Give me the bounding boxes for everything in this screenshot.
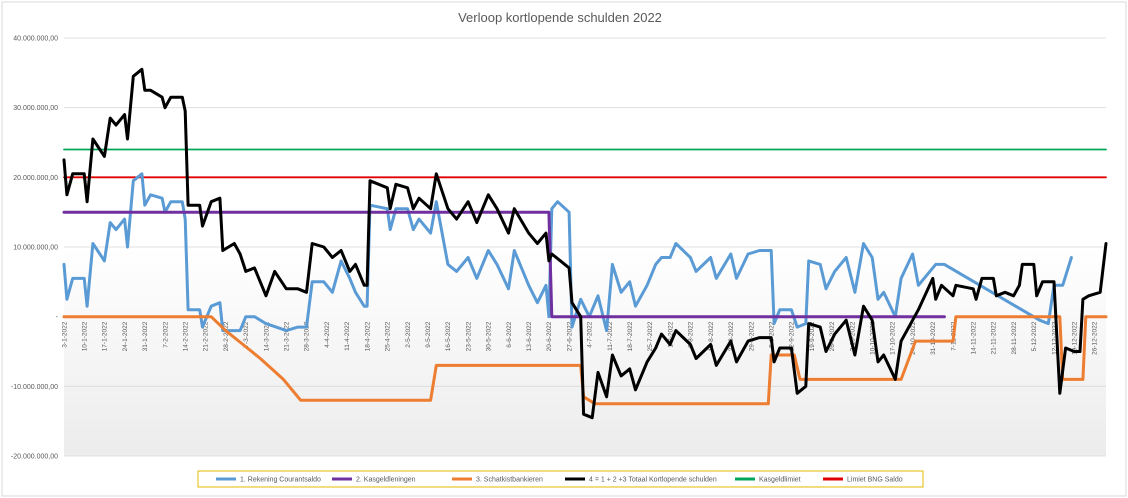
x-tick-label: 25-7-2022 [647, 321, 654, 351]
x-tick-label: 10-10-2022 [869, 321, 876, 355]
x-tick-label: 22-8-2022 [728, 321, 735, 351]
x-tick-label: 15-8-2022 [708, 321, 715, 351]
x-tick-label: 14-3-2022 [263, 321, 270, 351]
x-tick-label: 5-12-2022 [1031, 321, 1038, 351]
y-tick-label: 10.000.000,00 [13, 245, 58, 252]
x-tick-label: 1-8-2022 [667, 321, 674, 347]
x-tick-label: 7-3-2022 [243, 321, 250, 347]
x-tick-label: 21-2-2022 [203, 321, 210, 351]
y-axis-ticks: 40.000.000,00 30.000.000,00 20.000.000,00 1… [11, 36, 59, 461]
x-tick-label: 2-5-2022 [405, 321, 412, 347]
x-tick-label: 6-6-2022 [506, 321, 513, 347]
x-tick-label: 24-10-2022 [910, 321, 917, 355]
x-tick-label: 12-12-2022 [1051, 321, 1058, 355]
x-tick-label: 4-4-2022 [324, 321, 331, 347]
legend-label: 3. Schatkistbankieren [476, 477, 543, 484]
legend-label: 4 = 1 + 2 +3 Totaal Kortlopende schulden [589, 477, 717, 484]
x-tick-label: 12-9-2022 [789, 321, 796, 351]
y-tick-label: 40.000.000,00 [13, 36, 58, 43]
series-line-4 [62, 67, 1108, 420]
x-tick-label: 10-1-2022 [82, 321, 89, 351]
y-tick-label: -10.000.000,00 [11, 384, 58, 391]
x-tick-label: 7-2-2022 [162, 321, 169, 347]
x-tick-label: 25-4-2022 [385, 321, 392, 351]
y-tick-label: -20.000.000,00 [11, 454, 58, 461]
y-tick-label: 30.000.000,00 [13, 105, 58, 112]
x-tick-label: 21-3-2022 [284, 321, 291, 351]
x-tick-label: 5-9-2022 [768, 321, 775, 347]
legend-label: 1. Rekening Courantsaldo [240, 477, 321, 484]
x-tick-label: 24-1-2022 [122, 321, 129, 351]
x-tick-label: 19-12-2022 [1072, 321, 1079, 355]
x-tick-label: 18-7-2022 [627, 321, 634, 351]
x-tick-label: 20-6-2022 [546, 321, 553, 351]
series-line-1 [62, 172, 1073, 333]
y-tick-label: 20.000.000,00 [13, 175, 58, 182]
x-tick-label: 11-7-2022 [607, 321, 614, 351]
x-tick-label: 17-10-2022 [890, 321, 897, 355]
x-tick-label: 26-12-2022 [1092, 321, 1099, 355]
x-tick-label: 23-5-2022 [465, 321, 472, 351]
x-tick-label: 14-2-2022 [183, 321, 190, 351]
x-tick-label: 30-5-2022 [486, 321, 493, 351]
x-tick-label: 3-1-2022 [61, 321, 68, 347]
legend: 1. Rekening Courantsaldo 2. Kasgeldlening… [197, 470, 924, 488]
chart-title: Verloop kortlopende schulden 2022 [458, 10, 662, 25]
x-tick-label: 19-9-2022 [809, 321, 816, 351]
x-tick-label: 3-10-2022 [849, 321, 856, 351]
x-tick-label: 13-6-2022 [526, 321, 533, 351]
x-tick-label: 11-4-2022 [344, 321, 351, 351]
x-tick-label: 28-3-2022 [304, 321, 311, 351]
x-tick-label: 28-2-2022 [223, 321, 230, 351]
x-tick-label: 9-5-2022 [425, 321, 432, 347]
x-tick-label: 21-11-2022 [991, 321, 998, 354]
x-tick-label: 31-1-2022 [142, 321, 149, 351]
legend-label: Limiet BNG Saldo [847, 477, 903, 484]
x-tick-label: 14-11-2022 [971, 321, 978, 354]
x-tick-label: 27-6-2022 [566, 321, 573, 351]
series-lines [62, 67, 1108, 420]
y-tick-label: - [56, 314, 59, 321]
x-tick-label: 16-5-2022 [445, 321, 452, 351]
series-line-2 [62, 210, 946, 319]
legend-label: 2. Kasgeldleningen [356, 477, 416, 484]
x-tick-label: 18-4-2022 [364, 321, 371, 351]
x-tick-label: 31-10-2022 [930, 321, 937, 355]
x-tick-label: 28-11-2022 [1011, 321, 1018, 354]
x-tick-label: 17-1-2022 [102, 321, 109, 351]
x-tick-label: 8-8-2022 [688, 321, 695, 347]
x-tick-label: 4-7-2022 [587, 321, 594, 347]
legend-label: Kasgeldlimiet [759, 477, 801, 484]
legend-box [197, 470, 924, 488]
x-tick-label: 29-8-2022 [748, 321, 755, 351]
